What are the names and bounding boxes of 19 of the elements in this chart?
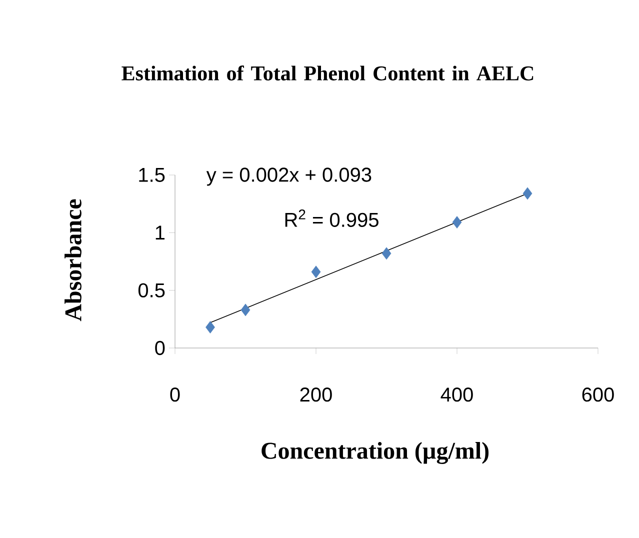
point (522, 187, 532, 200)
point (311, 266, 321, 278)
annotation: y = 0.002x + 0.093 (206, 168, 372, 186)
x-tick-label: 200 (300, 388, 332, 402)
annotation: R$^{2}$ = 0.995 (285, 209, 378, 227)
chart-title: Estimation of Total Phenol Content in AELC (122, 65, 534, 80)
y-tick-label: 0 (155, 340, 165, 356)
point (452, 216, 462, 228)
y-tick-label: 1 (156, 226, 164, 240)
y-axis-title: Absorbance (64, 199, 82, 322)
point (206, 321, 215, 334)
x-axis-title: Concentration (µg/ml) (262, 442, 489, 464)
point (240, 304, 250, 316)
y-tick-label: 0.5 (138, 283, 165, 298)
x-tick-label: 400 (440, 388, 473, 402)
y-tick-label: 1.5 (139, 168, 165, 182)
x-tick-label: 600 (582, 388, 614, 402)
x-tick-label: 0 (170, 388, 180, 402)
point (382, 247, 392, 260)
